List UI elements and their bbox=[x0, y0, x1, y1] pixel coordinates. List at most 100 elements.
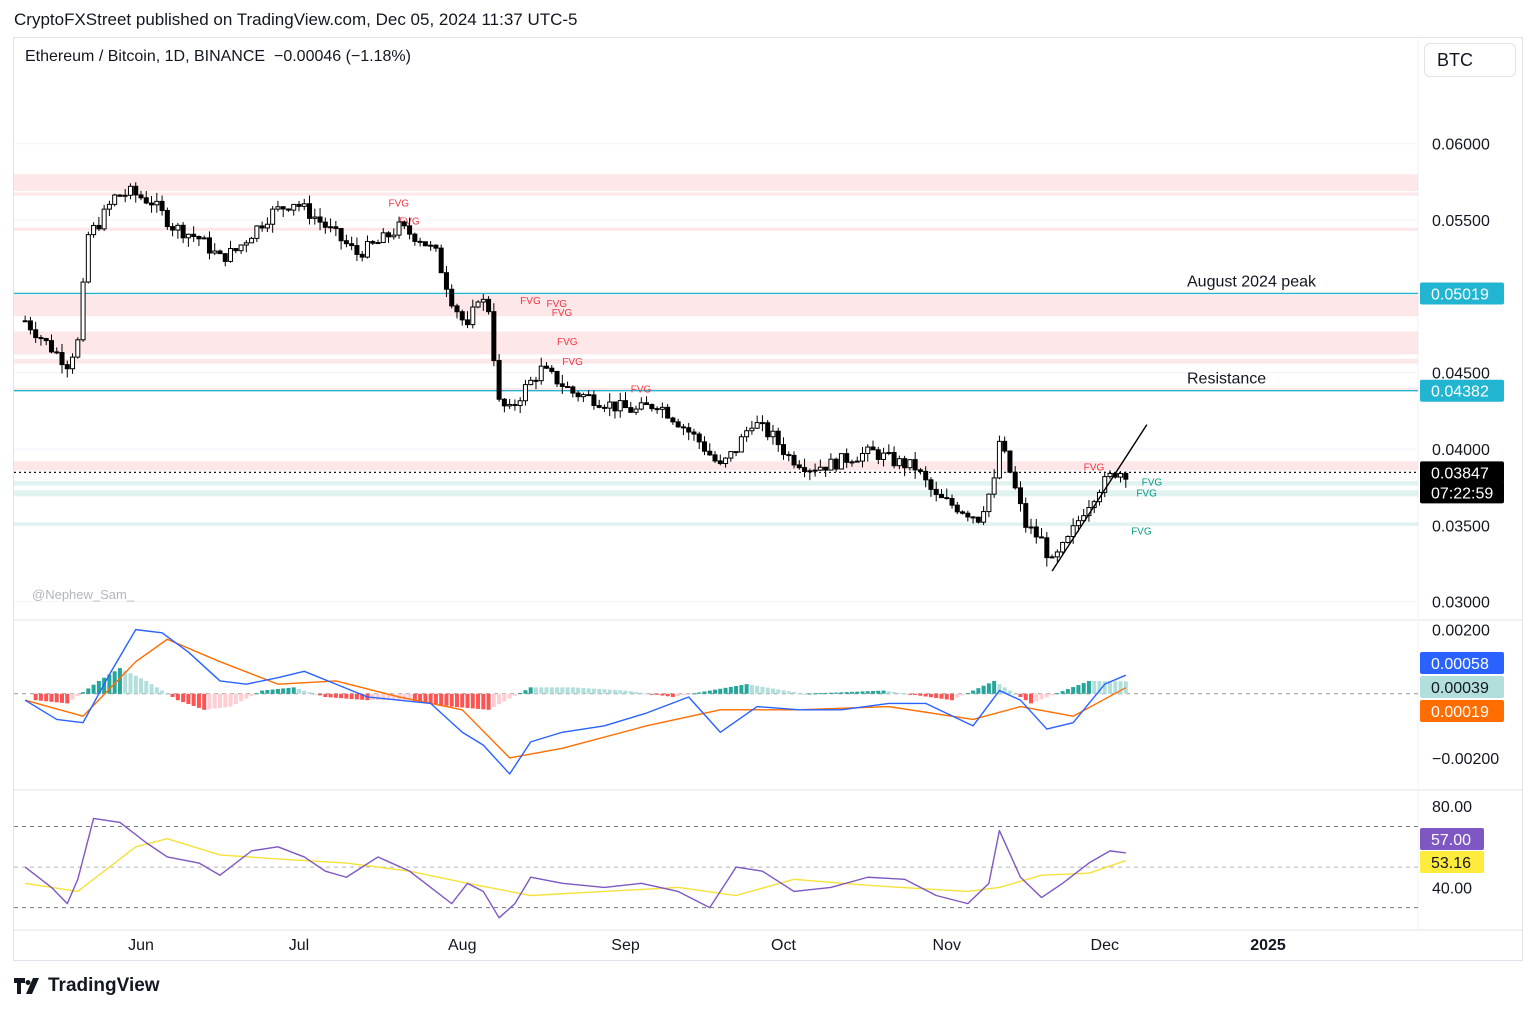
macd-histogram-bar bbox=[776, 689, 781, 694]
macd-histogram-bar bbox=[623, 690, 628, 694]
candle-body bbox=[412, 233, 418, 242]
candle-body bbox=[828, 458, 834, 471]
candle-body bbox=[628, 407, 634, 413]
candle-body bbox=[122, 194, 128, 197]
macd-histogram-bar bbox=[33, 693, 38, 701]
macd-histogram-bar bbox=[1118, 681, 1123, 694]
candle-body bbox=[738, 436, 744, 453]
macd-histogram-bar bbox=[581, 688, 586, 694]
candle-body bbox=[807, 470, 813, 473]
price-tick-label: 0.04000 bbox=[1432, 442, 1490, 459]
macd-histogram-bar bbox=[760, 686, 765, 694]
macd-histogram-bar bbox=[928, 693, 933, 698]
candle-body bbox=[1049, 556, 1055, 559]
macd-histogram-bar bbox=[460, 693, 465, 708]
candle-body bbox=[96, 224, 102, 230]
macd-histogram-bar bbox=[1044, 693, 1049, 698]
price-scale-label: 07:22:59 bbox=[1431, 485, 1493, 502]
candle-body bbox=[164, 210, 170, 228]
macd-histogram-bar bbox=[38, 693, 43, 701]
macd-histogram-bar bbox=[202, 693, 207, 710]
macd-histogram-bar bbox=[491, 693, 496, 708]
macd-histogram-bar bbox=[834, 692, 839, 694]
macd-histogram-bar bbox=[749, 685, 754, 694]
macd-histogram-bar bbox=[792, 692, 797, 694]
candle-body bbox=[823, 466, 829, 471]
candle-body bbox=[717, 460, 723, 464]
macd-histogram-bar bbox=[428, 693, 433, 704]
macd-histogram-bar bbox=[302, 690, 307, 694]
footer-brand[interactable]: TradingView bbox=[14, 975, 160, 997]
candle-body bbox=[307, 203, 313, 219]
macd-histogram-bar bbox=[755, 685, 760, 694]
candle-body bbox=[538, 365, 544, 382]
fvg-label: FVG bbox=[520, 296, 541, 307]
candle-body bbox=[902, 458, 908, 469]
candle-body bbox=[101, 208, 107, 230]
macd-histogram-bar bbox=[175, 693, 180, 701]
macd-histogram-bar bbox=[412, 693, 417, 701]
candle-body bbox=[401, 221, 407, 227]
candle-body bbox=[870, 446, 876, 451]
macd-histogram-bar bbox=[902, 693, 907, 695]
candle-body bbox=[522, 384, 528, 402]
macd-histogram-bar bbox=[839, 692, 844, 694]
candle-body bbox=[180, 224, 186, 239]
level-label: Resistance bbox=[1187, 371, 1266, 388]
macd-value-label-bg bbox=[1420, 676, 1504, 698]
currency-button[interactable]: BTC bbox=[1424, 43, 1516, 77]
candle-body bbox=[370, 241, 376, 244]
macd-histogram-bar bbox=[997, 684, 1002, 694]
candle-body bbox=[333, 226, 339, 230]
macd-histogram-bar bbox=[950, 693, 955, 701]
candle-body bbox=[881, 452, 887, 460]
fvg-zone bbox=[14, 481, 1418, 486]
macd-value-label: 0.00058 bbox=[1431, 656, 1489, 673]
macd-histogram-bar bbox=[965, 692, 970, 694]
macd-histogram-bar bbox=[628, 691, 633, 694]
macd-histogram-bar bbox=[349, 693, 354, 699]
candle-body bbox=[243, 242, 249, 246]
macd-tick-label: −0.00200 bbox=[1432, 751, 1499, 768]
macd-histogram-bar bbox=[1029, 693, 1034, 704]
candle-body bbox=[486, 298, 492, 313]
candle-body bbox=[1023, 503, 1029, 528]
candle-body bbox=[33, 329, 39, 339]
candle-body bbox=[422, 241, 428, 247]
candle-body bbox=[359, 253, 365, 258]
macd-histogram-bar bbox=[781, 690, 786, 694]
macd-histogram-bar bbox=[223, 693, 228, 708]
candle-body bbox=[644, 402, 650, 406]
macd-histogram-bar bbox=[786, 691, 791, 694]
macd-histogram-bar bbox=[934, 693, 939, 698]
macd-histogram-bar bbox=[828, 692, 833, 694]
macd-histogram-bar bbox=[454, 693, 459, 708]
candle-body bbox=[933, 488, 939, 495]
author-watermark: @Nephew_Sam_ bbox=[32, 587, 135, 602]
macd-histogram-bar bbox=[1055, 693, 1060, 695]
candle-body bbox=[928, 479, 934, 490]
candle-body bbox=[407, 225, 413, 235]
rsi-value-label-bg bbox=[1420, 828, 1484, 850]
macd-histogram-bar bbox=[860, 691, 865, 694]
macd-histogram-bar bbox=[144, 680, 149, 694]
macd-histogram-bar bbox=[555, 687, 560, 694]
macd-histogram-bar bbox=[481, 693, 486, 710]
macd-histogram-bar bbox=[597, 688, 602, 694]
macd-histogram-bar bbox=[1039, 693, 1044, 700]
candle-body bbox=[291, 203, 297, 211]
fvg-label: FVG bbox=[552, 308, 573, 319]
macd-histogram-bar bbox=[644, 693, 649, 695]
macd-histogram-bar bbox=[212, 693, 217, 709]
macd-histogram-bar bbox=[191, 693, 196, 706]
macd-histogram-bar bbox=[649, 693, 654, 695]
candle-body bbox=[802, 467, 808, 472]
candle-body bbox=[754, 422, 760, 429]
price-tick-label: 0.03000 bbox=[1432, 595, 1490, 612]
macd-line bbox=[24, 628, 1127, 775]
candle-body bbox=[1091, 501, 1097, 508]
rsi-value-label-bg bbox=[1420, 851, 1484, 873]
macd-histogram-bar bbox=[918, 693, 923, 696]
fvg-label: FVG bbox=[1142, 478, 1163, 489]
